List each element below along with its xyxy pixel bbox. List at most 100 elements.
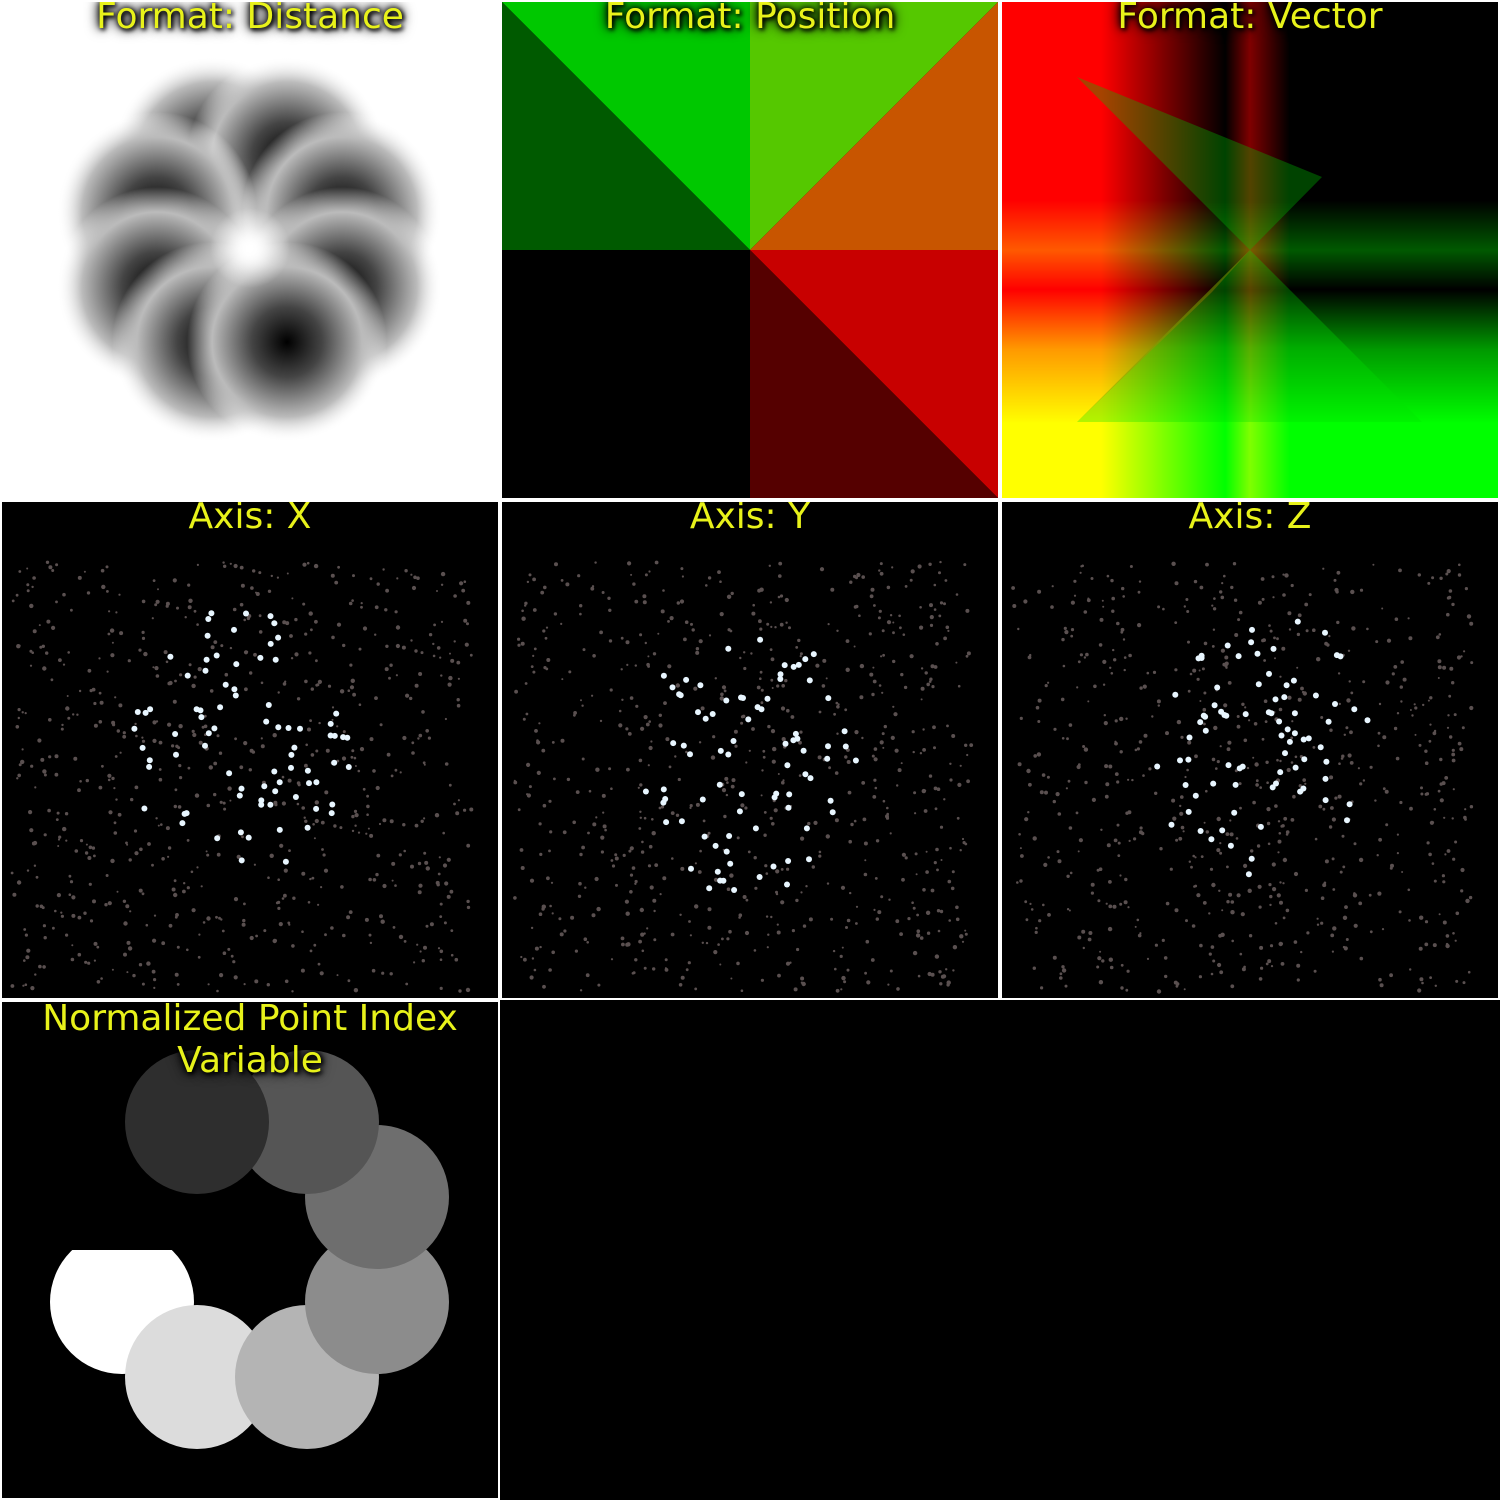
grid-point [1451,602,1455,607]
grid-point [533,968,537,972]
grid-point [678,983,683,987]
grid-point [200,885,203,888]
grid-point [1463,650,1466,653]
grid-point [282,682,287,686]
grid-point [1455,979,1459,983]
grid-point [853,605,858,609]
grid-point [466,843,471,848]
grid-point [134,785,139,790]
highlighted-point [794,735,801,742]
highlighted-point [183,810,190,817]
grid-point [1337,672,1341,675]
grid-point [285,621,290,626]
highlighted-point [802,656,809,663]
grid-point [1219,590,1223,594]
grid-point [437,872,441,876]
grid-point [456,703,461,708]
grid-point [949,762,952,765]
grid-point [1190,865,1193,869]
grid-point [186,948,189,952]
grid-point [1446,596,1450,600]
highlighted-point [785,804,792,811]
grid-point [254,979,259,984]
grid-point [151,969,156,974]
grid-point [453,594,457,598]
grid-point [1032,966,1036,970]
grid-point [584,886,587,889]
grid-point [646,927,649,930]
grid-point [1424,761,1429,765]
grid-point [858,614,861,617]
highlighted-point [841,728,848,735]
grid-point [310,753,315,757]
highlighted-point [147,706,154,713]
grid-point [444,717,447,721]
grid-point [55,818,59,821]
grid-point [1185,919,1188,923]
grid-point [1225,666,1228,669]
grid-point [1304,602,1309,607]
grid-point [466,899,470,904]
grid-point [934,954,940,959]
grid-point [719,580,722,583]
grid-point [1238,610,1243,615]
grid-point [551,912,554,915]
grid-point [360,602,363,605]
grid-point [745,761,748,764]
grid-point [875,917,879,921]
highlighted-point [770,863,777,870]
grid-point [22,984,25,987]
grid-point [872,679,877,684]
grid-point [1102,659,1107,664]
grid-point [324,790,329,795]
grid-point [1017,627,1020,631]
grid-point [543,666,547,670]
grid-point [592,654,596,658]
grid-point [448,675,453,681]
grid-point [152,938,157,943]
grid-point [679,599,685,604]
grid-point [171,744,175,748]
grid-point [776,923,779,926]
grid-point [1114,741,1118,746]
grid-point [43,936,47,940]
grid-point [1287,695,1292,700]
vector-field-image [1002,2,1498,498]
grid-point [1164,974,1168,979]
grid-point [1012,604,1017,608]
grid-point [657,632,660,635]
grid-point [780,706,786,711]
grid-point [1314,837,1318,841]
grid-point [31,585,34,589]
grid-point [943,602,946,606]
grid-point [664,958,668,962]
highlighted-point [282,858,289,865]
grid-point [1346,698,1351,703]
grid-point [955,917,960,922]
grid-point [65,706,70,711]
grid-point [157,588,159,591]
highlighted-point [172,731,179,737]
grid-point [1133,837,1137,841]
grid-point [910,569,915,574]
grid-point [1349,761,1354,765]
grid-point [42,965,46,969]
grid-point [694,862,697,865]
grid-point [892,631,895,635]
grid-point [526,793,529,796]
highlighted-point [285,725,292,731]
highlighted-point [1202,713,1209,720]
grid-point [1385,823,1389,827]
grid-point [544,636,548,640]
grid-point [1243,863,1248,868]
highlighted-point [1185,756,1192,763]
grid-point [529,878,535,883]
grid-point [625,727,629,731]
grid-point [161,857,165,861]
grid-point [620,636,624,640]
grid-point [1269,944,1274,948]
grid-point [760,688,764,692]
grid-point [71,913,76,918]
highlighted-point [670,740,677,747]
grid-point [629,890,633,894]
